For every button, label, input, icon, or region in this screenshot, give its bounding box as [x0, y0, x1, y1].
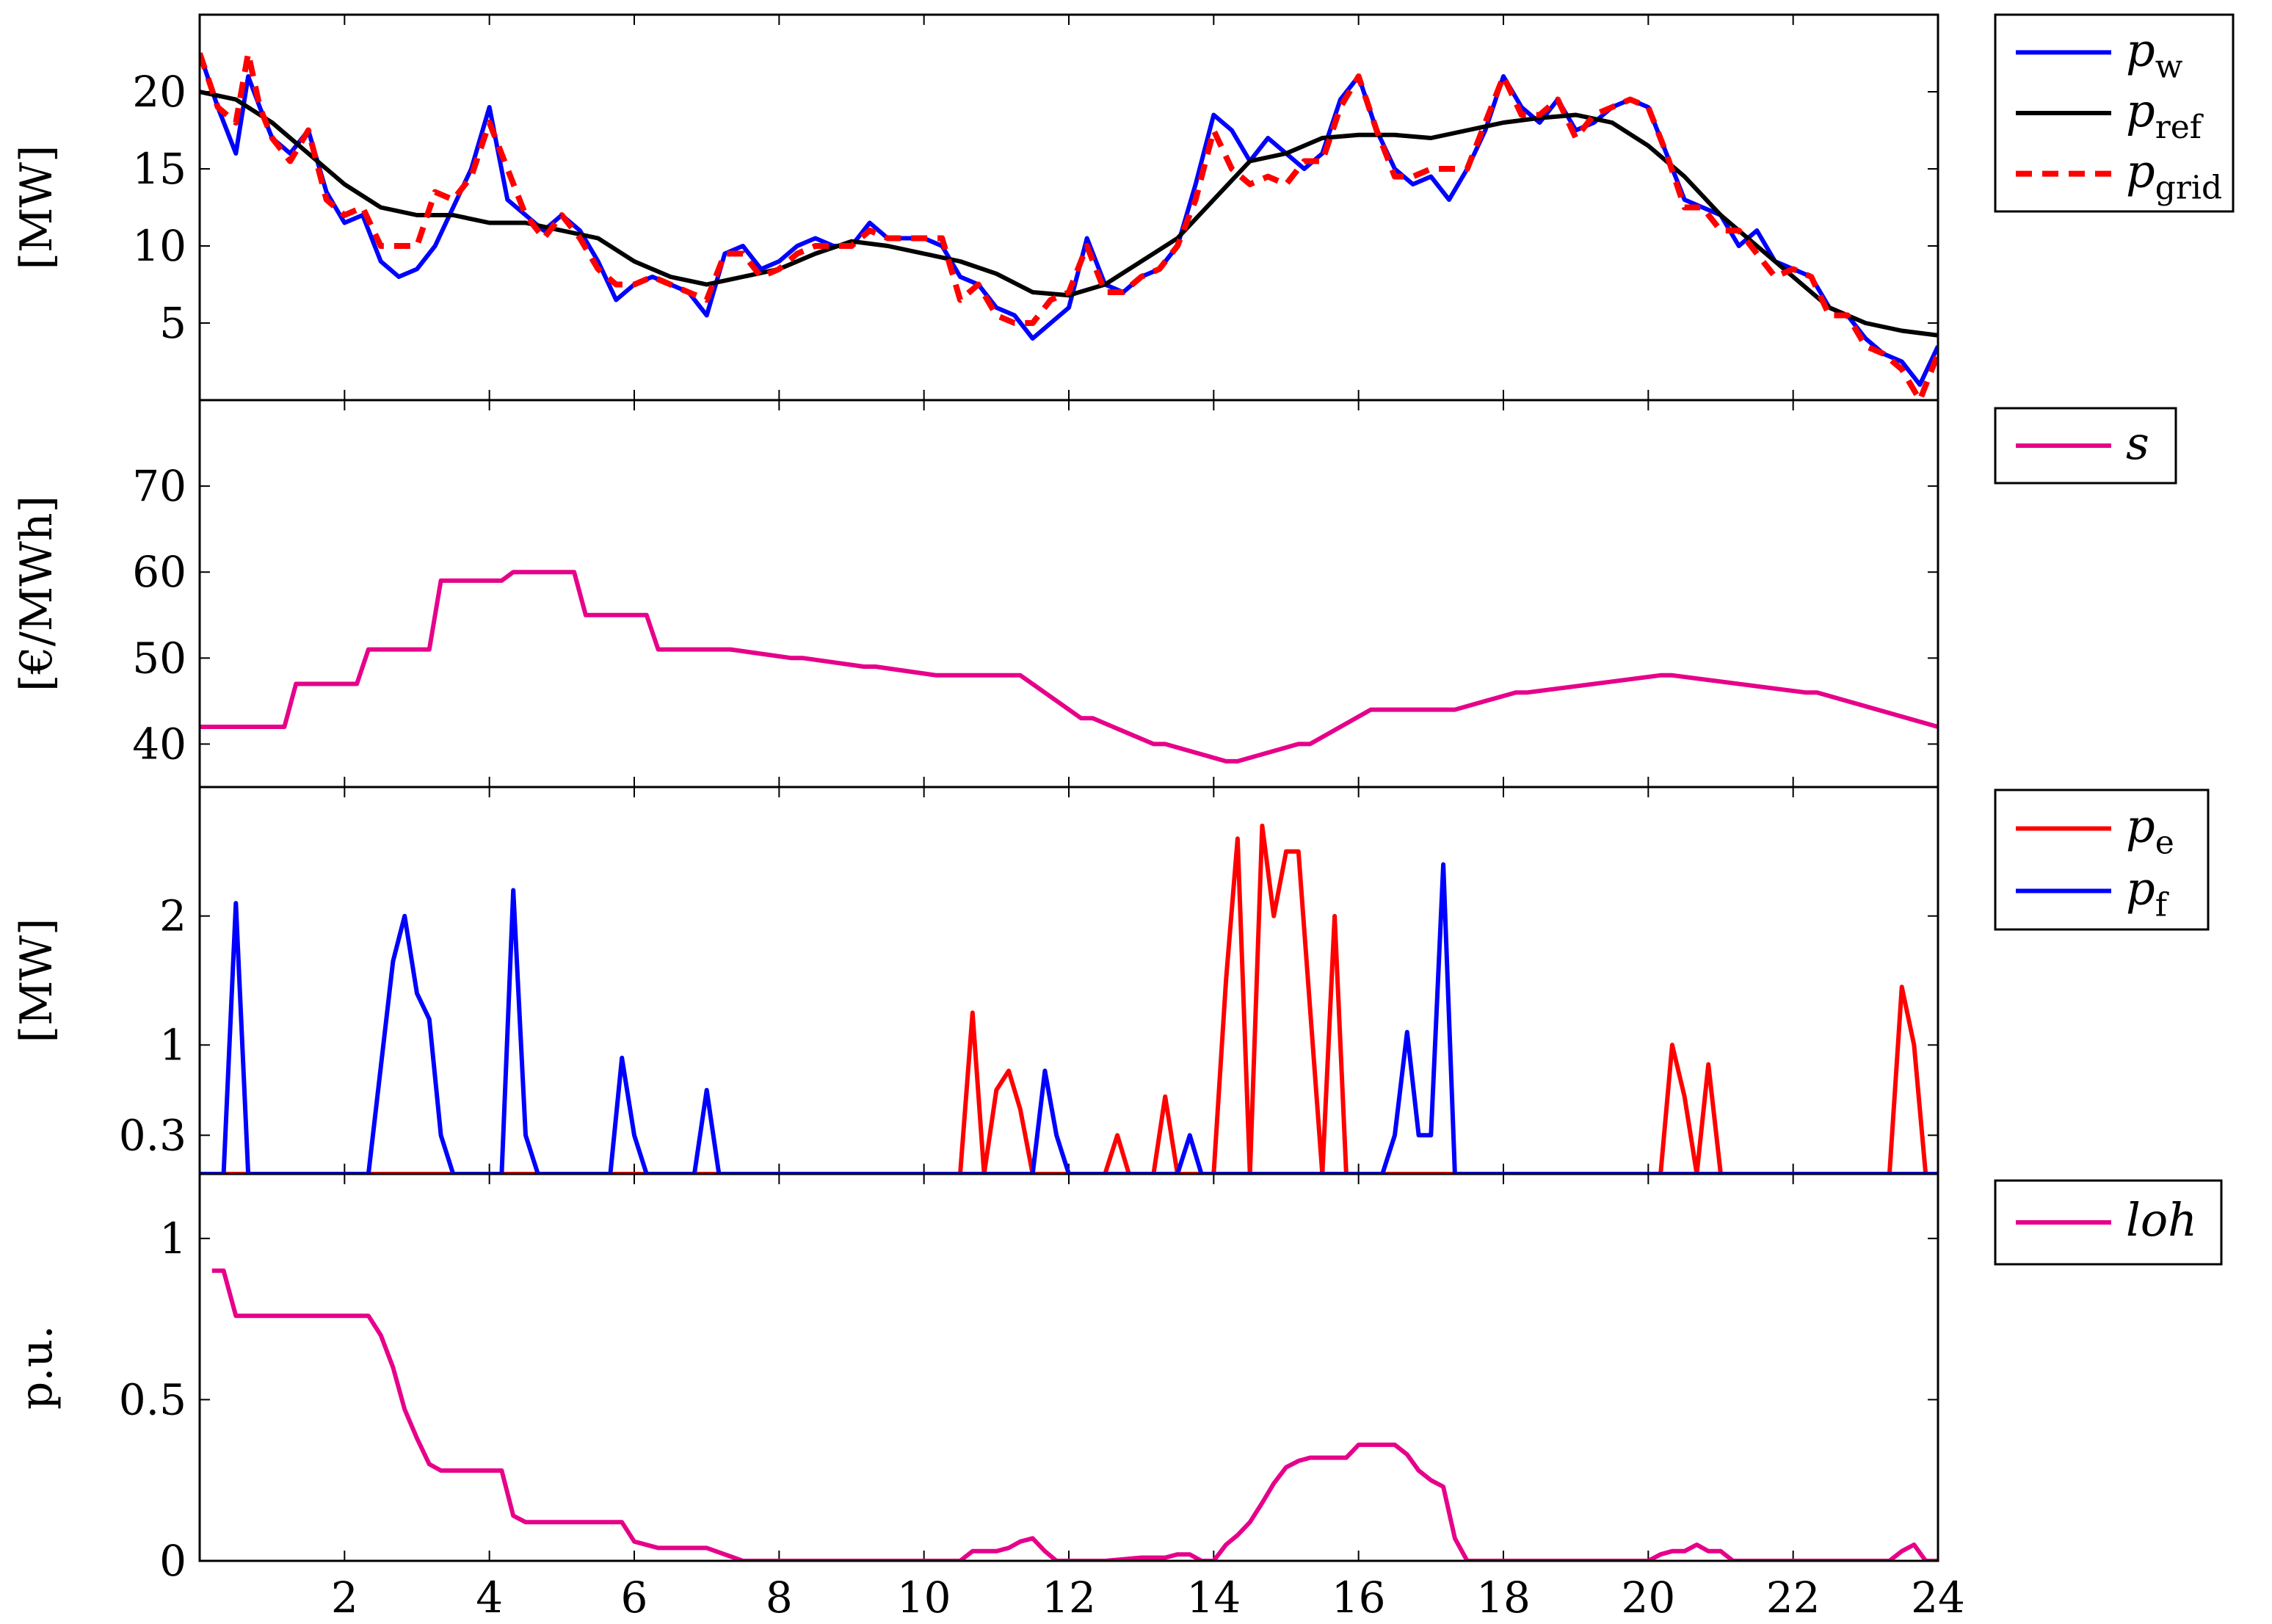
- legend: s: [1994, 407, 2177, 485]
- y-axis-label: [MW]: [11, 145, 62, 270]
- y-tick-label: 50: [132, 633, 186, 683]
- y-tick-label: 0: [159, 1536, 186, 1586]
- y-tick-label: 0.3: [119, 1110, 186, 1160]
- x-tick-label: 14: [1186, 1573, 1241, 1623]
- y-tick-label: 10: [132, 221, 186, 271]
- x-tick-label: 4: [476, 1573, 503, 1623]
- y-tick-label: 70: [132, 461, 186, 511]
- y-axis-label: p.u.: [11, 1325, 62, 1410]
- legend-entry: pgrid: [2126, 145, 2222, 207]
- series-line-pw: [200, 52, 1938, 387]
- x-tick-label: 22: [1766, 1573, 1821, 1623]
- y-tick-label: 20: [132, 67, 186, 117]
- legend: loh: [1994, 1179, 2223, 1266]
- legend-entry: pf: [2126, 862, 2169, 924]
- x-tick-label: 16: [1332, 1573, 1386, 1623]
- series-line-pe: [200, 823, 1938, 1174]
- y-tick-label: 5: [159, 298, 186, 348]
- legend-entry: s: [2126, 416, 2149, 470]
- chart-panel-2: 40 50 60 70 [€/MWh] s: [11, 399, 2177, 789]
- y-tick-label: 0.5: [119, 1374, 186, 1424]
- plot-frame: [198, 13, 1939, 402]
- legend-entry: pw: [2126, 23, 2183, 85]
- x-tick-label: 10: [897, 1573, 951, 1623]
- y-tick-label: 1: [159, 1214, 186, 1264]
- y-axis-label: [MW]: [11, 918, 62, 1043]
- y-tick-label: 2: [159, 891, 186, 941]
- x-tick-label: 12: [1042, 1573, 1096, 1623]
- series-line-pgrid: [200, 50, 1938, 400]
- plot-frame: [198, 399, 1939, 789]
- series-line-pf: [200, 862, 1938, 1174]
- x-tick-label: 24: [1911, 1573, 1965, 1623]
- legend-box: [1994, 789, 2210, 931]
- x-tick-label: 2: [331, 1573, 358, 1623]
- y-tick-label: 15: [132, 144, 186, 194]
- legend-entry: pref: [2126, 84, 2204, 146]
- legend-entry: pe: [2126, 800, 2174, 862]
- x-tick-label: 20: [1621, 1573, 1675, 1623]
- series-line-pref: [200, 90, 1938, 338]
- x-tick-label: 18: [1476, 1573, 1531, 1623]
- y-tick-label: 40: [132, 719, 186, 769]
- legend-entry: loh: [2126, 1193, 2197, 1247]
- plot-frame: [198, 786, 1939, 1175]
- series-line-s: [200, 570, 1938, 764]
- x-tick-label: 8: [766, 1573, 793, 1623]
- x-tick-label: 6: [621, 1573, 648, 1623]
- series-line-loh: [211, 1268, 1938, 1561]
- plot-frame: [198, 1172, 1939, 1562]
- y-axis-label: [€/MWh]: [11, 496, 62, 692]
- y-tick-label: 60: [132, 547, 186, 597]
- y-tick-label: 1: [159, 1020, 186, 1070]
